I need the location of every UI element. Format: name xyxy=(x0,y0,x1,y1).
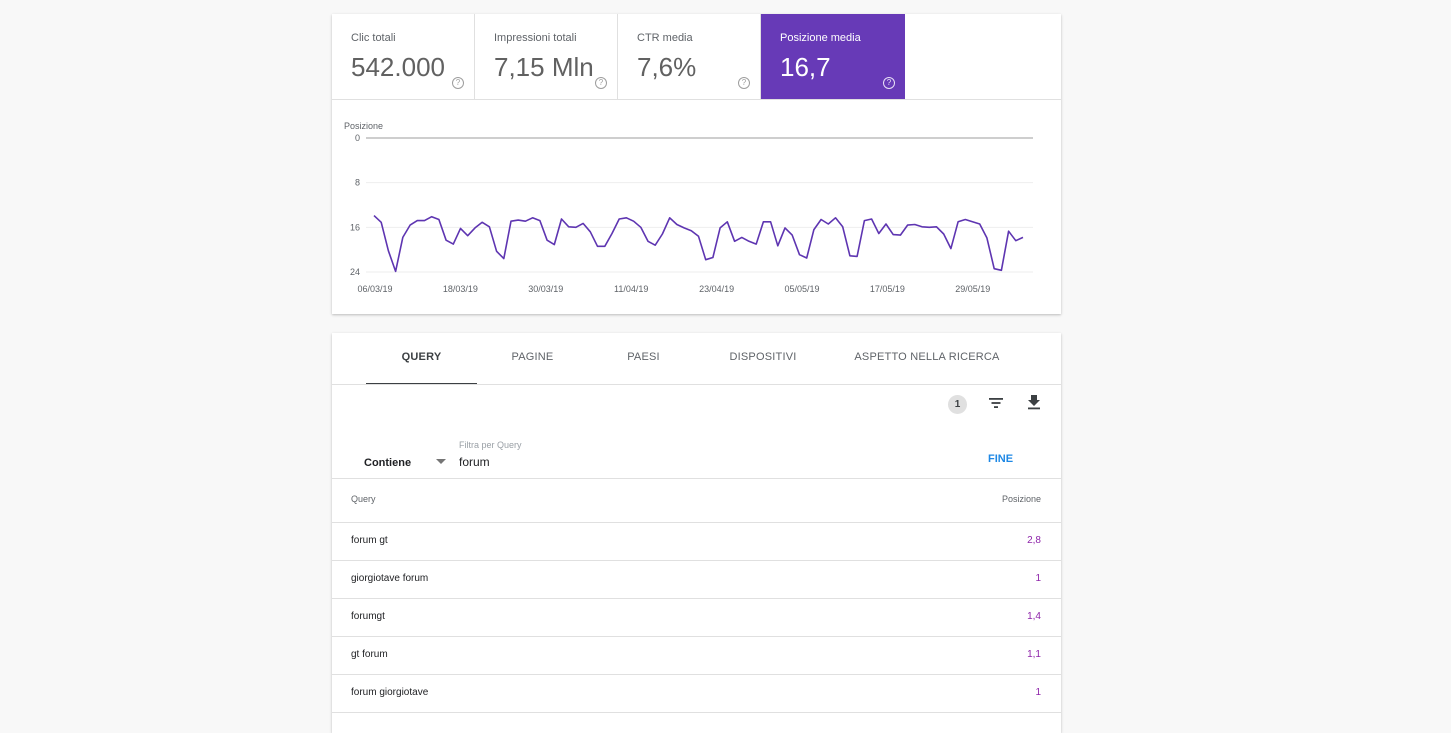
x-tick-label: 06/03/19 xyxy=(357,284,392,294)
position-cell: 1,1 xyxy=(1027,649,1041,660)
tab-pages[interactable]: PAGINE xyxy=(511,351,554,363)
done-button[interactable]: FINE xyxy=(988,453,1014,465)
query-cell: forumgt xyxy=(351,611,385,622)
chevron-down-icon[interactable] xyxy=(436,459,446,464)
table-row[interactable]: forum giorgiotave 1 xyxy=(332,675,1061,713)
metric-value: 542.000 xyxy=(351,52,445,82)
query-cell: gt forum xyxy=(351,649,388,660)
metric-value: 7,6% xyxy=(637,52,697,82)
metric-label: Posizione media xyxy=(780,32,861,44)
position-cell: 1 xyxy=(1035,687,1041,698)
metric-average-position[interactable]: Posizione media 16,7 ? xyxy=(761,14,905,99)
query-cell: giorgiotave forum xyxy=(351,573,429,584)
query-table-card: QUERY PAGINE PAESI DISPOSITIVI ASPETTO N… xyxy=(332,333,1061,733)
tab-search-appearance[interactable]: ASPETTO NELLA RICERCA xyxy=(854,351,1000,363)
y-tick-label: 0 xyxy=(355,133,360,143)
filter-list-icon[interactable] xyxy=(988,395,1004,411)
metric-value: 7,15 Mln xyxy=(494,52,594,82)
query-cell: forum giorgiotave xyxy=(351,687,429,698)
tab-devices[interactable]: DISPOSITIVI xyxy=(729,351,797,363)
metric-value: 16,7 xyxy=(780,52,831,82)
performance-card: Clic totali 542.000 ? Impressioni totali… xyxy=(332,14,1061,314)
column-header-position[interactable]: Posizione xyxy=(1001,494,1041,504)
table-row[interactable]: giorgiotave forum 1 xyxy=(332,561,1061,599)
help-icon[interactable]: ? xyxy=(595,77,607,89)
column-header-query[interactable]: Query xyxy=(351,494,376,504)
position-cell: 1,4 xyxy=(1027,611,1041,622)
table-header: Query Posizione xyxy=(332,479,1061,523)
table-row[interactable]: gt forum 1,1 xyxy=(332,637,1061,675)
position-chart: Posizione 0 8 16 24 06/03/19 18/03/19 30/03/19 1… xyxy=(344,121,1033,294)
position-cell: 1 xyxy=(1035,573,1041,584)
position-cell: 2,8 xyxy=(1027,535,1041,546)
query-filter-row: Contiene Filtra per Query FINE xyxy=(332,425,1061,479)
x-tick-label: 23/04/19 xyxy=(699,284,734,294)
metric-label: Impressioni totali xyxy=(494,32,577,44)
x-tick-label: 17/05/19 xyxy=(870,284,905,294)
y-axis-label: Posizione xyxy=(344,121,383,131)
help-icon[interactable]: ? xyxy=(738,77,750,89)
metric-label: Clic totali xyxy=(351,32,396,44)
y-tick-label: 16 xyxy=(350,222,360,232)
dimension-tabs: QUERY PAGINE PAESI DISPOSITIVI ASPETTO N… xyxy=(332,333,1061,385)
position-series-line[interactable] xyxy=(373,215,1024,273)
tab-countries[interactable]: PAESI xyxy=(627,351,660,363)
metric-average-ctr[interactable]: CTR media 7,6% ? xyxy=(618,14,761,99)
help-icon[interactable]: ? xyxy=(452,77,464,89)
table-row[interactable]: forumgt 1,4 xyxy=(332,599,1061,637)
x-tick-label: 11/04/19 xyxy=(614,284,648,294)
download-icon[interactable] xyxy=(1027,394,1041,410)
query-cell: forum gt xyxy=(351,535,388,546)
metrics-row: Clic totali 542.000 ? Impressioni totali… xyxy=(332,14,1061,100)
tab-query[interactable]: QUERY xyxy=(366,333,477,384)
filter-operator-select[interactable]: Contiene xyxy=(364,457,412,469)
metric-label: CTR media xyxy=(637,32,693,44)
x-tick-label: 18/03/19 xyxy=(443,284,478,294)
query-filter-input[interactable] xyxy=(459,455,789,469)
filter-field-label: Filtra per Query xyxy=(459,440,522,450)
y-tick-label: 8 xyxy=(355,178,360,188)
table-toolbar: 1 xyxy=(332,385,1061,425)
table-body: forum gt 2,8 giorgiotave forum 1 forumgt… xyxy=(332,523,1061,713)
active-filter-count-badge[interactable]: 1 xyxy=(948,395,967,414)
metric-total-impressions[interactable]: Impressioni totali 7,15 Mln ? xyxy=(475,14,618,99)
y-tick-label: 24 xyxy=(350,267,360,277)
metric-total-clicks[interactable]: Clic totali 542.000 ? xyxy=(332,14,475,99)
help-icon[interactable]: ? xyxy=(883,77,895,89)
x-tick-label: 29/05/19 xyxy=(955,284,990,294)
x-tick-label: 05/05/19 xyxy=(784,284,819,294)
x-tick-label: 30/03/19 xyxy=(528,284,563,294)
table-row[interactable]: forum gt 2,8 xyxy=(332,523,1061,561)
